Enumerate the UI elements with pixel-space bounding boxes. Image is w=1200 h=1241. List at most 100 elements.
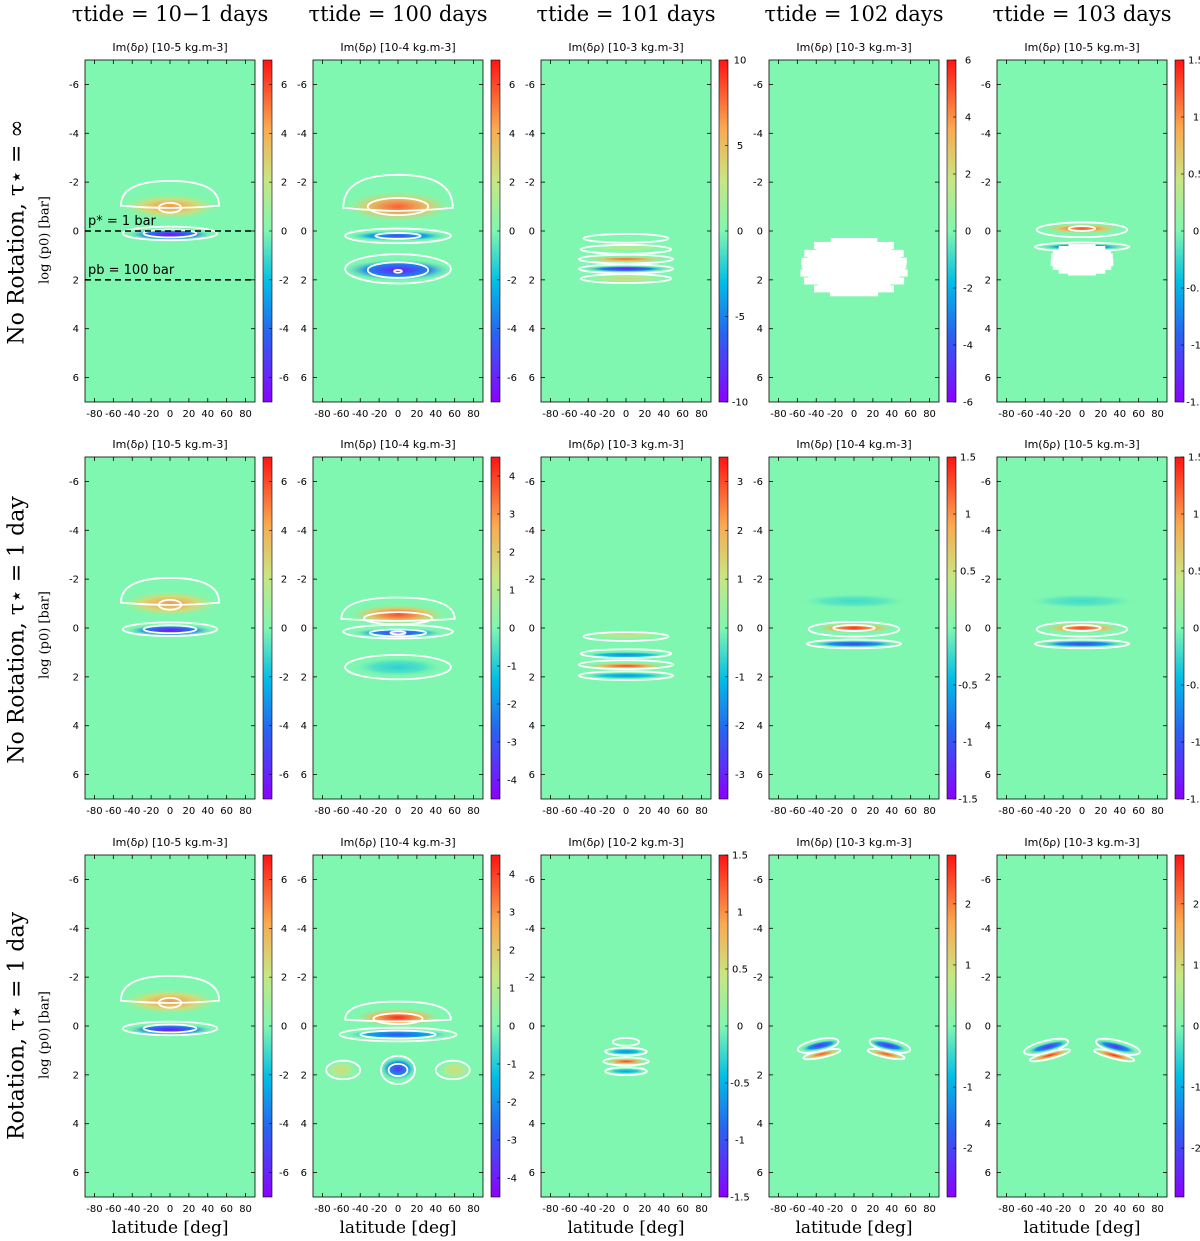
contour-line [372, 1012, 424, 1025]
contour-line [1035, 221, 1129, 239]
contour-line [1093, 1048, 1136, 1063]
contour-line [121, 1020, 219, 1037]
colorbar-tick-label: 0 [281, 624, 287, 635]
x-tick-label: 80 [467, 1204, 480, 1215]
x-tick-label: -60 [561, 409, 577, 420]
y-tick-label: 2 [757, 672, 763, 683]
x-axis-label-col-1: latitude [deg] [111, 1218, 229, 1238]
density-blob [605, 1048, 647, 1055]
density-blob [1092, 1049, 1137, 1062]
x-tick-label: 40 [429, 409, 442, 420]
panel-title: Im(δρ) [10-5 kg.m-3] [1024, 438, 1139, 451]
density-blob [341, 190, 455, 223]
y-tick-label: 6 [985, 1168, 991, 1179]
contour-line [374, 232, 422, 240]
x-tick-label: -20 [599, 806, 615, 817]
x-tick-label: -20 [371, 806, 387, 817]
colorbar-tick-label: -1.5 [1186, 795, 1200, 806]
contour-line [325, 1059, 362, 1081]
colorbar-tick-label: 4 [281, 924, 287, 935]
x-tick-label: -60 [333, 1204, 349, 1215]
y-tick-label: 4 [985, 1119, 991, 1130]
x-tick-label: -20 [1055, 806, 1071, 817]
colorbar-tick-label: 6 [281, 477, 287, 488]
y-tick-label: 0 [73, 227, 79, 238]
colorbar-tick-label: 3 [737, 477, 743, 488]
y-tick-label: 4 [73, 721, 79, 732]
x-tick-label: -40 [124, 409, 140, 420]
colorbar-tick-label: -2 [963, 1144, 973, 1155]
contour-line [1067, 225, 1097, 232]
panel-title: Im(δρ) [10-5 kg.m-3] [112, 438, 227, 451]
x-tick-label: 20 [411, 409, 424, 420]
x-tick-label: 0 [851, 806, 857, 817]
x-tick-label: -40 [1036, 409, 1052, 420]
colorbar-tick-label: 2 [281, 575, 287, 586]
x-tick-label: 20 [411, 1204, 424, 1215]
colorbar-tick-label: -0.5 [1186, 284, 1200, 295]
colorbar-tick-label: 3 [509, 510, 515, 521]
x-tick-label: 80 [923, 409, 936, 420]
x-tick-label: 40 [429, 806, 442, 817]
x-tick-label: 0 [167, 1204, 173, 1215]
y-tick-label: -2 [525, 575, 535, 586]
x-tick-label: 20 [639, 806, 652, 817]
y-tick-label: -4 [69, 526, 79, 537]
panel-title: Im(δρ) [10-5 kg.m-3] [112, 41, 227, 54]
x-tick-label: 20 [183, 409, 196, 420]
x-tick-label: -60 [1017, 1204, 1033, 1215]
column-title-1: τtide = 10−1 days [71, 2, 269, 26]
y-tick-label: -4 [753, 526, 763, 537]
y-tick-label: -4 [753, 129, 763, 140]
y-tick-label: -2 [753, 973, 763, 984]
contour-line [359, 1029, 437, 1040]
x-tick-label: -60 [561, 1204, 577, 1215]
y-tick-label: 6 [73, 373, 79, 384]
x-axis-label-col-4: latitude [deg] [795, 1218, 913, 1238]
colorbar-tick-label: -6 [279, 770, 289, 781]
y-tick-label: 2 [73, 672, 79, 683]
density-blob [583, 245, 669, 252]
density-blob [799, 1039, 841, 1052]
x-tick-label: 40 [201, 806, 214, 817]
y-tick-label: 4 [985, 721, 991, 732]
colorbar-tick-label: 4 [509, 870, 515, 881]
y-tick-label: 4 [301, 721, 307, 732]
x-tick-label: 80 [1151, 806, 1164, 817]
contour-line [393, 268, 403, 274]
y-tick-label: 6 [529, 373, 535, 384]
colorbar-tick-label: -3 [735, 770, 745, 781]
colorbar-tick-label: 2 [281, 973, 287, 984]
x-tick-label: -40 [808, 806, 824, 817]
x-tick-label: -60 [105, 409, 121, 420]
y-tick-label: -4 [753, 924, 763, 935]
colorbar-tick-label: 1 [965, 510, 971, 521]
y-tick-label: -2 [297, 973, 307, 984]
x-tick-label: 80 [923, 1204, 936, 1215]
colorbar-tick-label: 0 [965, 1022, 971, 1033]
colorbar-tick-label: -6 [963, 398, 973, 409]
colorbar-tick-label: 2 [965, 899, 971, 910]
colorbar-tick-label: 1 [1193, 510, 1199, 521]
x-tick-label: -80 [770, 409, 786, 420]
y-tick-label: 2 [529, 672, 535, 683]
colorbar-tick-label: -0.5 [1186, 681, 1200, 692]
column-title-2: τtide = 100 days [308, 2, 488, 26]
colorbar-tick-label: 4 [509, 472, 515, 483]
x-tick-label: -80 [998, 1204, 1014, 1215]
contour-line [157, 599, 183, 611]
x-tick-label: 0 [851, 1204, 857, 1215]
contour-line [121, 225, 219, 242]
x-tick-label: 0 [1079, 409, 1085, 420]
x-tick-label: 80 [1151, 1204, 1164, 1215]
contour-line [142, 1023, 198, 1034]
density-blob [1093, 1039, 1139, 1054]
x-tick-label: 0 [167, 806, 173, 817]
contour-line [1033, 638, 1131, 650]
x-tick-label: 20 [867, 1204, 880, 1215]
x-tick-label: -40 [124, 1204, 140, 1215]
y-tick-label: 4 [301, 1119, 307, 1130]
x-tick-label: -20 [371, 409, 387, 420]
